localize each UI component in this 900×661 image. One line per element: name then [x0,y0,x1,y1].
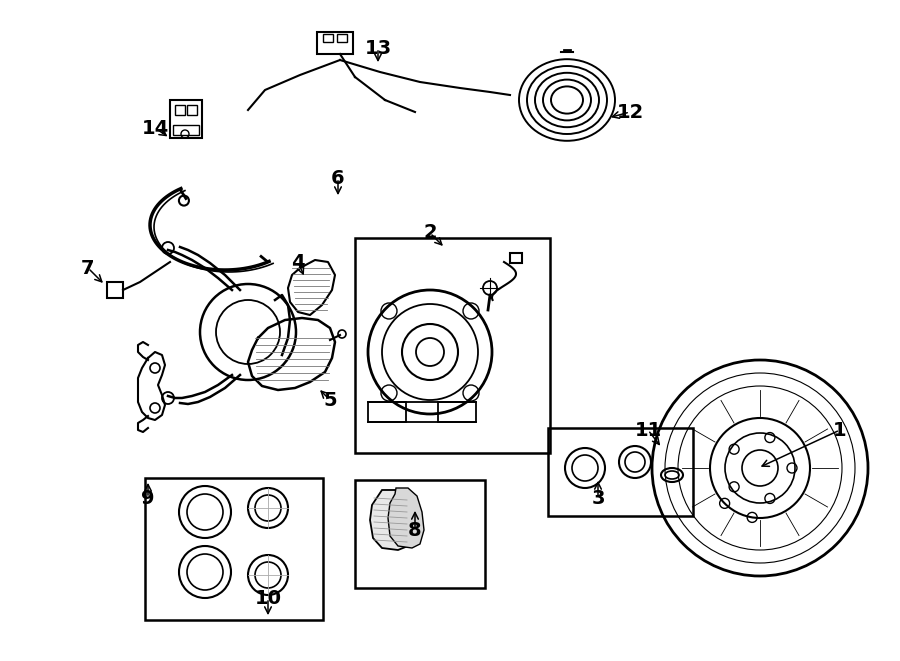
Bar [323,34,333,42]
Bar [173,125,199,135]
Bar [187,105,197,115]
Text: 9: 9 [141,488,155,508]
Text: 11: 11 [634,420,662,440]
Bar [317,32,353,54]
Polygon shape [370,490,412,550]
Bar [548,428,693,516]
Text: 13: 13 [364,38,392,58]
Text: 12: 12 [616,102,643,122]
Bar [355,480,485,588]
Bar [107,282,123,298]
Bar [355,238,550,453]
Bar [145,478,323,620]
Bar [175,105,185,115]
Bar [337,34,347,42]
Text: 2: 2 [423,223,436,243]
Text: 14: 14 [141,118,168,137]
Text: 6: 6 [331,169,345,188]
Text: 10: 10 [255,588,282,607]
Text: 8: 8 [409,520,422,539]
Text: 1: 1 [833,420,847,440]
Bar [510,253,522,263]
Text: 3: 3 [591,488,605,508]
Polygon shape [388,488,424,548]
Bar [170,100,202,138]
Text: 5: 5 [323,391,337,410]
Text: 4: 4 [292,253,305,272]
Bar [368,402,406,422]
Bar [438,402,476,422]
Text: 7: 7 [81,258,94,278]
